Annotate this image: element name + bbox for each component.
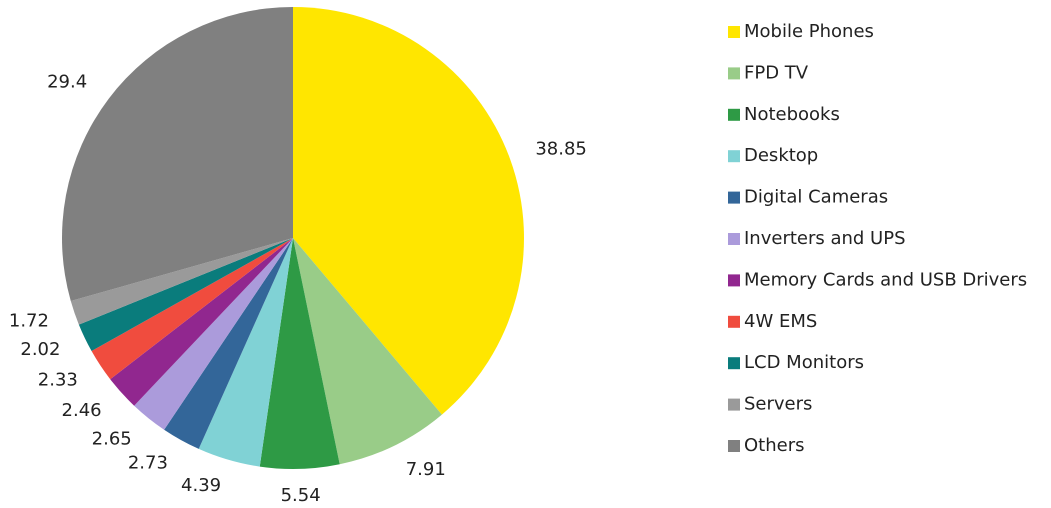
legend-swatch [728, 398, 740, 411]
legend-label: Servers [744, 394, 812, 415]
pie-slice [293, 238, 442, 465]
legend-swatch [728, 67, 740, 80]
legend-label: Mobile Phones [744, 21, 874, 42]
pie-slice [78, 238, 293, 352]
pie-slice [164, 238, 293, 449]
legend-label: Others [744, 435, 805, 456]
legend-label: 4W EMS [744, 311, 817, 332]
data-label: 29.4 [47, 71, 87, 92]
pie-slice [198, 238, 293, 467]
data-label: 5.54 [281, 485, 321, 506]
legend-swatch [728, 233, 740, 245]
data-label: 7.91 [406, 459, 446, 480]
legend-label: Inverters and UPS [744, 228, 906, 249]
legend-swatch [728, 108, 740, 121]
legend-label: FPD TV [744, 62, 809, 83]
legend-swatch [728, 191, 740, 204]
legend-label: Notebooks [744, 104, 840, 125]
data-label: 4.39 [181, 475, 221, 496]
legend-swatch [728, 26, 740, 38]
legend-swatch [728, 315, 740, 328]
data-label: 2.65 [92, 428, 132, 449]
legend-label: Digital Cameras [744, 187, 888, 208]
data-label: 1.72 [9, 311, 49, 332]
legend-label: Memory Cards and USB Drivers [744, 269, 1027, 290]
data-label: 2.33 [38, 369, 78, 390]
data-label: 2.73 [128, 453, 168, 474]
data-label: 2.02 [20, 339, 60, 360]
data-label: 2.46 [62, 400, 102, 421]
pie-slice [61, 7, 293, 302]
legend-label: Desktop [744, 145, 818, 166]
legend-swatch [728, 440, 740, 452]
pie-slice [293, 7, 524, 415]
legend-swatch [728, 150, 740, 163]
pie-slice [134, 238, 293, 430]
data-label: 38.85 [535, 138, 587, 159]
pie-slice [110, 238, 293, 406]
pie-slice [70, 238, 293, 325]
pie-slice [259, 238, 340, 470]
pie-slice [91, 238, 293, 380]
legend-label: LCD Monitors [744, 352, 864, 373]
legend-swatch [728, 357, 740, 370]
legend-swatch [728, 274, 740, 287]
